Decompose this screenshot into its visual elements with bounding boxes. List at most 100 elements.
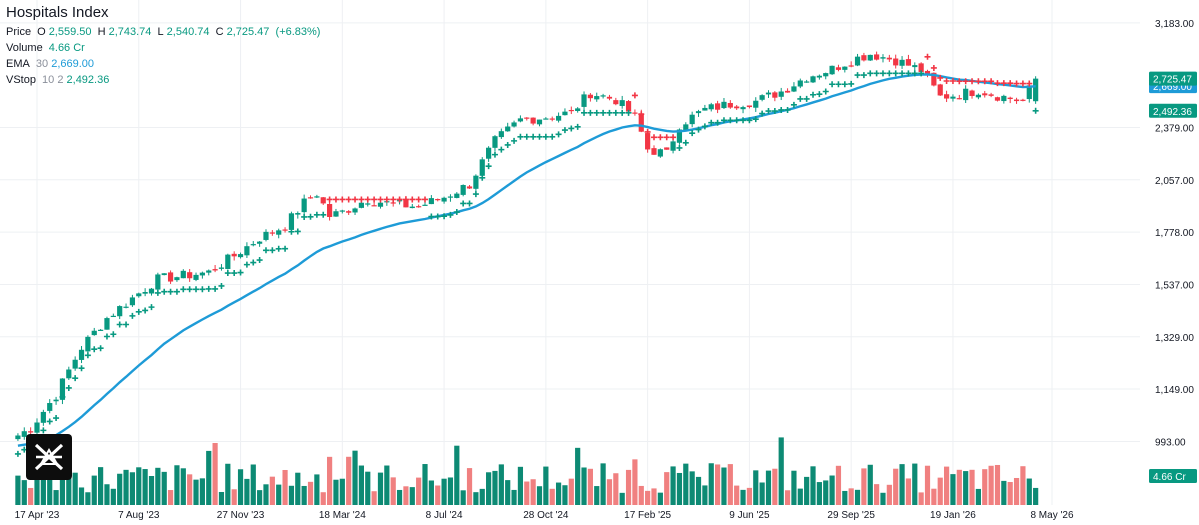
volume-bar [1007,482,1013,505]
candle-body [40,411,46,423]
candle-body [721,101,727,109]
vstop-marker [154,289,161,296]
vstop-marker [822,88,829,95]
candle-body [861,55,867,61]
vstop-marker [415,196,422,203]
volume-bar [365,471,371,505]
volume-bar [193,479,199,505]
x-tick-label: 7 Aug '23 [118,510,160,521]
candle-body [358,202,365,208]
vstop-marker [186,286,193,293]
volume-bar [886,484,892,505]
vstop-marker [689,130,696,137]
candle-body [110,315,116,318]
vstop-marker [199,286,206,293]
vstop-marker [352,196,359,203]
candle-body [759,95,765,100]
candle-body [899,59,905,66]
volume-bar [804,476,810,505]
volume-bar [568,478,574,505]
vstop-marker [46,418,53,425]
legend-ema-row[interactable]: EMA 30 2,669.00 [6,56,320,72]
volume-bar [396,489,403,505]
candle-body [148,288,155,294]
high-key: H [97,26,106,38]
vstop-marker [854,72,861,79]
vstop-marker [727,117,734,124]
volume-bar [301,485,307,505]
candle-body [352,208,358,213]
vstop-marker [428,213,435,220]
candle-body [963,88,969,101]
volume-bar [237,469,244,505]
legend-price-row[interactable]: Price O 2,559.50 H 2,743.74 L 2,540.74 C 2,7… [6,24,320,40]
candle-body [244,246,250,256]
candle-body [702,107,708,111]
vstop-marker [606,109,613,116]
vstop-marker [504,141,511,148]
vstop-marker [447,211,454,218]
volume-bar [905,478,912,505]
vstop-marker [740,117,747,124]
tradingview-logo-icon[interactable] [26,434,72,480]
candle-body [447,196,454,198]
candle-body [568,109,574,112]
volume-bar [257,490,263,505]
candle-body [975,94,981,98]
legend-vstop-row[interactable]: VStop 10 2 2,492.36 [6,72,320,88]
candle-body [218,267,225,269]
volume-bar [180,468,186,505]
candle-body [473,175,479,189]
vstop-marker [790,101,797,108]
candle-body [810,76,816,83]
volume-bar [625,469,632,505]
vstop-marker [746,117,753,124]
candle-body [511,122,517,127]
volume-bar [486,472,492,505]
candle-body [435,199,441,201]
vstop-marker [918,70,925,77]
volume-bar [416,477,422,505]
vstop-marker [332,196,339,203]
x-tick-label: 17 Feb '25 [624,510,671,521]
vstop-marker [759,110,766,117]
volume-bar [117,473,123,505]
volume-bar [651,488,657,505]
volume-bar [358,465,365,505]
y-tick-label: 1,537.00 [1155,280,1194,291]
legend-volume-row[interactable]: Volume 4.66 Cr [6,40,320,56]
candle-body [136,293,142,297]
volume-bar [148,476,155,505]
vstop-marker [574,123,581,130]
x-tick-label: 18 Mar '24 [319,510,366,521]
vstop-marker [708,119,715,126]
candle-body [454,193,460,198]
candle-body [174,277,180,281]
volume-bar [975,488,981,505]
y-tick-label: 3,183.00 [1155,19,1194,30]
x-tick-label: 9 Jun '25 [729,510,770,521]
candle-body [263,231,269,240]
candle-body [34,422,40,433]
volume-bar [161,471,167,505]
volume-bar [1026,478,1032,505]
vstop-marker [275,245,282,252]
vstop-marker [561,127,568,134]
vstop-marker [937,74,944,81]
candle-body [924,70,931,75]
volume-bar [288,485,295,505]
volume-bar [1020,466,1026,505]
candle-body [53,399,59,402]
candle-body [664,147,670,150]
vstop-marker [778,106,785,113]
vstop-marker [542,133,549,140]
volume-bar [110,488,116,505]
candle-body [594,96,600,100]
vstop-marker [949,78,956,85]
open-key: O [37,26,46,38]
x-tick-label: 17 Apr '23 [15,510,60,521]
volume-bar [409,487,415,505]
vstop-marker [218,282,225,289]
vstop-marker [943,78,950,85]
